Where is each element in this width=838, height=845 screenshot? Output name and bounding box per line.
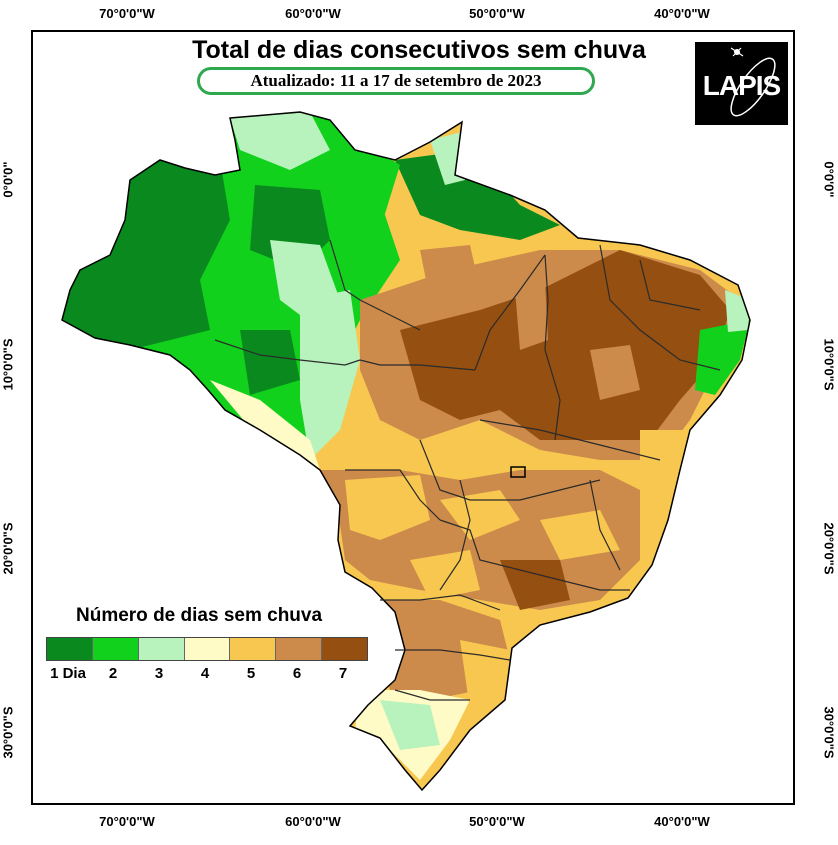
lon-tick-top-1: 70°0'0"W — [99, 6, 155, 21]
lat-tick-right-3: 20°0'0"S — [821, 522, 837, 575]
legend-label-1: 1 Dia — [50, 665, 86, 682]
lon-tick-bottom-3: 50°0'0"W — [469, 814, 525, 829]
map-title: Total de dias consecutivos sem chuva — [192, 36, 646, 64]
lapis-logo: LAPIS — [695, 42, 788, 125]
legend-label-2: 2 — [108, 665, 118, 682]
lat-tick-right-4: 30°0'0"S — [821, 706, 837, 759]
legend-swatch-3 — [138, 638, 185, 660]
legend-swatch-5 — [230, 638, 277, 660]
update-date-text: Atualizado: 11 a 17 de setembro de 2023 — [250, 71, 542, 90]
legend-swatch-1 — [47, 638, 93, 660]
legend-color-bar — [46, 637, 368, 661]
state-borders — [214, 239, 721, 701]
lon-tick-bottom-4: 40°0'0"W — [654, 814, 710, 829]
lon-tick-top-2: 60°0'0"W — [285, 6, 341, 21]
legend-swatch-2 — [92, 638, 139, 660]
lapis-logo-text: LAPIS — [702, 70, 781, 101]
lat-tick-left-1: 0°0'0" — [0, 161, 16, 198]
legend-swatch-6 — [276, 638, 323, 660]
legend-label-6: 6 — [292, 665, 302, 682]
lon-tick-top-4: 40°0'0"W — [654, 6, 710, 21]
lon-tick-bottom-1: 70°0'0"W — [99, 814, 155, 829]
lon-tick-bottom-2: 60°0'0"W — [285, 814, 341, 829]
federal-district-outline — [510, 466, 526, 478]
legend-swatch-7 — [322, 638, 368, 660]
legend-label-3: 3 — [154, 665, 164, 682]
legend-label-7: 7 — [338, 665, 348, 682]
legend-label-5: 5 — [246, 665, 256, 682]
lat-tick-left-3: 20°0'0"S — [0, 522, 16, 575]
lat-tick-right-1: 0°0'0" — [821, 161, 837, 198]
satellite-orbit-icon — [730, 47, 776, 117]
legend-swatch-4 — [184, 638, 231, 660]
lon-tick-top-3: 50°0'0"W — [469, 6, 525, 21]
brazil-outline — [61, 111, 751, 792]
legend-label-4: 4 — [200, 665, 210, 682]
lat-tick-right-2: 10°0'0"S — [821, 338, 837, 391]
legend-title: Número de dias sem chuva — [76, 605, 323, 626]
lat-tick-left-2: 10°0'0"S — [0, 338, 16, 391]
update-date-box: Atualizado: 11 a 17 de setembro de 2023 — [197, 67, 595, 95]
lat-tick-left-4: 30°0'0"S — [0, 706, 16, 759]
rainfall-field — [62, 112, 750, 790]
